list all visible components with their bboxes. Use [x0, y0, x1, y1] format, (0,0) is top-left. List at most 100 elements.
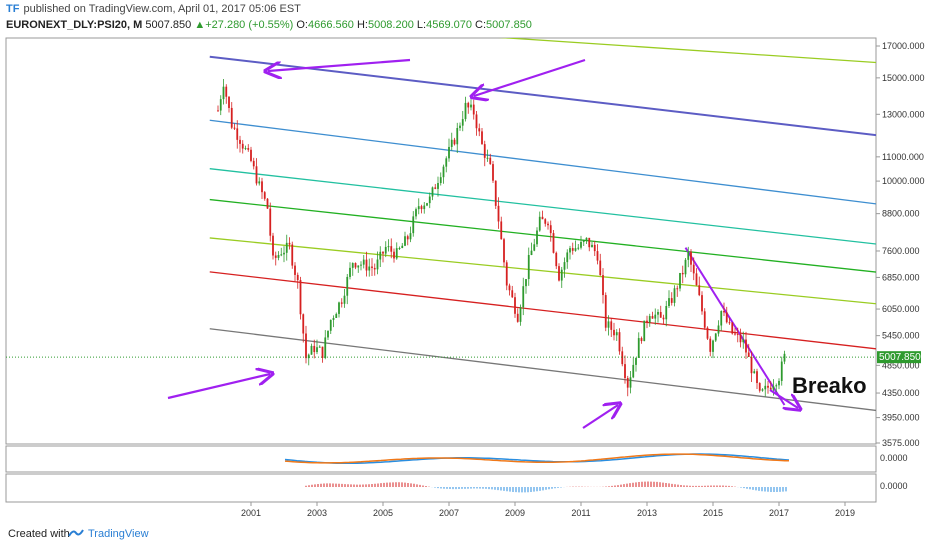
candle-body [745, 339, 747, 353]
candle-body [294, 265, 296, 275]
candle-body [324, 337, 327, 358]
candle-body [706, 327, 709, 339]
candle-body [431, 187, 434, 197]
candle-body [558, 266, 560, 281]
candle-body [291, 244, 294, 266]
candle-body [758, 383, 761, 391]
candle-body [750, 356, 753, 374]
open-label: O: [296, 19, 308, 31]
candle-body [365, 259, 368, 271]
chart-area[interactable]: 17000.000 15000.000 13000.000 11000.000 1000… [0, 36, 932, 521]
candle-body [285, 242, 288, 253]
candle-body [756, 371, 758, 384]
candle-body [657, 311, 659, 315]
candle-body [767, 385, 769, 388]
candle-body [596, 251, 599, 261]
candle-body [415, 209, 417, 217]
candle-body [277, 255, 280, 258]
candle-body [349, 267, 351, 277]
candle-body [445, 158, 448, 167]
candle-body [316, 347, 318, 353]
candle-body [734, 333, 736, 335]
candle-body [442, 166, 445, 178]
close-label: C: [475, 19, 487, 31]
candle-body [483, 144, 486, 158]
macd-line [284, 453, 790, 465]
candle-body [780, 361, 783, 381]
tradingview-icon [68, 529, 84, 537]
candle-body [310, 345, 313, 355]
candle-body [725, 312, 728, 323]
candle-body [409, 233, 412, 240]
candle-body [582, 240, 585, 242]
candle-body [360, 264, 362, 266]
candle-body [362, 259, 365, 265]
tradingview-logo[interactable]: TradingView [68, 528, 149, 540]
candle-body [263, 192, 266, 199]
price-chart[interactable]: 17000.000 15000.000 13000.000 11000.000 1000… [0, 36, 932, 521]
candle-body [489, 157, 492, 165]
candle-body [217, 110, 219, 112]
candle-body [346, 276, 349, 296]
candle-body [420, 206, 423, 210]
candle-body [615, 332, 618, 336]
y-tick-label: 17000.000 [882, 41, 925, 51]
candle-body [486, 157, 489, 159]
x-tick-label: 2005 [373, 508, 393, 518]
candle-body [398, 247, 401, 249]
candle-body [258, 181, 261, 184]
candle-body [775, 385, 778, 387]
candle-body [602, 275, 604, 296]
candle-body [302, 314, 305, 334]
candle-body [503, 239, 505, 263]
signal-line [284, 453, 790, 464]
author[interactable]: TF [6, 3, 20, 15]
candle-body [406, 236, 409, 240]
candle-body [335, 313, 338, 318]
candle-body [783, 353, 786, 362]
candle-body [714, 333, 717, 341]
candle-body [703, 311, 706, 328]
y-tick-label: 15000.000 [882, 73, 925, 83]
candle-body [747, 352, 750, 357]
candle-body [778, 380, 780, 386]
candle-body [233, 127, 236, 129]
candle-body [244, 148, 247, 150]
candle-body [571, 248, 574, 251]
candle-body [222, 86, 225, 100]
candle-body [681, 272, 684, 275]
candle-body [481, 131, 483, 145]
candle-body [272, 235, 274, 256]
candle-body [530, 250, 533, 256]
high-label: H: [356, 19, 368, 31]
candle-body [676, 288, 679, 290]
candle-body [252, 160, 255, 167]
candle-body [305, 333, 307, 359]
candle-body [261, 181, 263, 193]
candle-body [569, 248, 571, 253]
candle-body [624, 364, 626, 379]
candle-body [514, 297, 516, 314]
candle-body [461, 119, 464, 126]
candle-body [522, 286, 525, 308]
candle-body [761, 389, 764, 391]
candle-body [395, 248, 398, 259]
candle-body [555, 252, 558, 267]
main-pane [5, 37, 877, 445]
candle-body [525, 279, 527, 287]
candle-body [338, 302, 340, 314]
publish-text: published on TradingView.com, April 01, … [23, 3, 301, 15]
x-tick-label: 2003 [307, 508, 327, 518]
x-tick-label: 2015 [703, 508, 723, 518]
candle-body [692, 264, 695, 274]
x-tick-label: 2011 [571, 508, 590, 518]
candle-body [470, 104, 472, 108]
y-tick-label: 13000.000 [882, 109, 925, 119]
x-tick-label: 2019 [835, 508, 855, 518]
trendline-fib-upper-green [498, 38, 876, 64]
y-tick-label: 4350.000 [882, 388, 920, 398]
candle-body [643, 320, 646, 342]
candle-body [230, 107, 233, 128]
candle-body [384, 246, 387, 254]
candle-body [560, 269, 563, 281]
